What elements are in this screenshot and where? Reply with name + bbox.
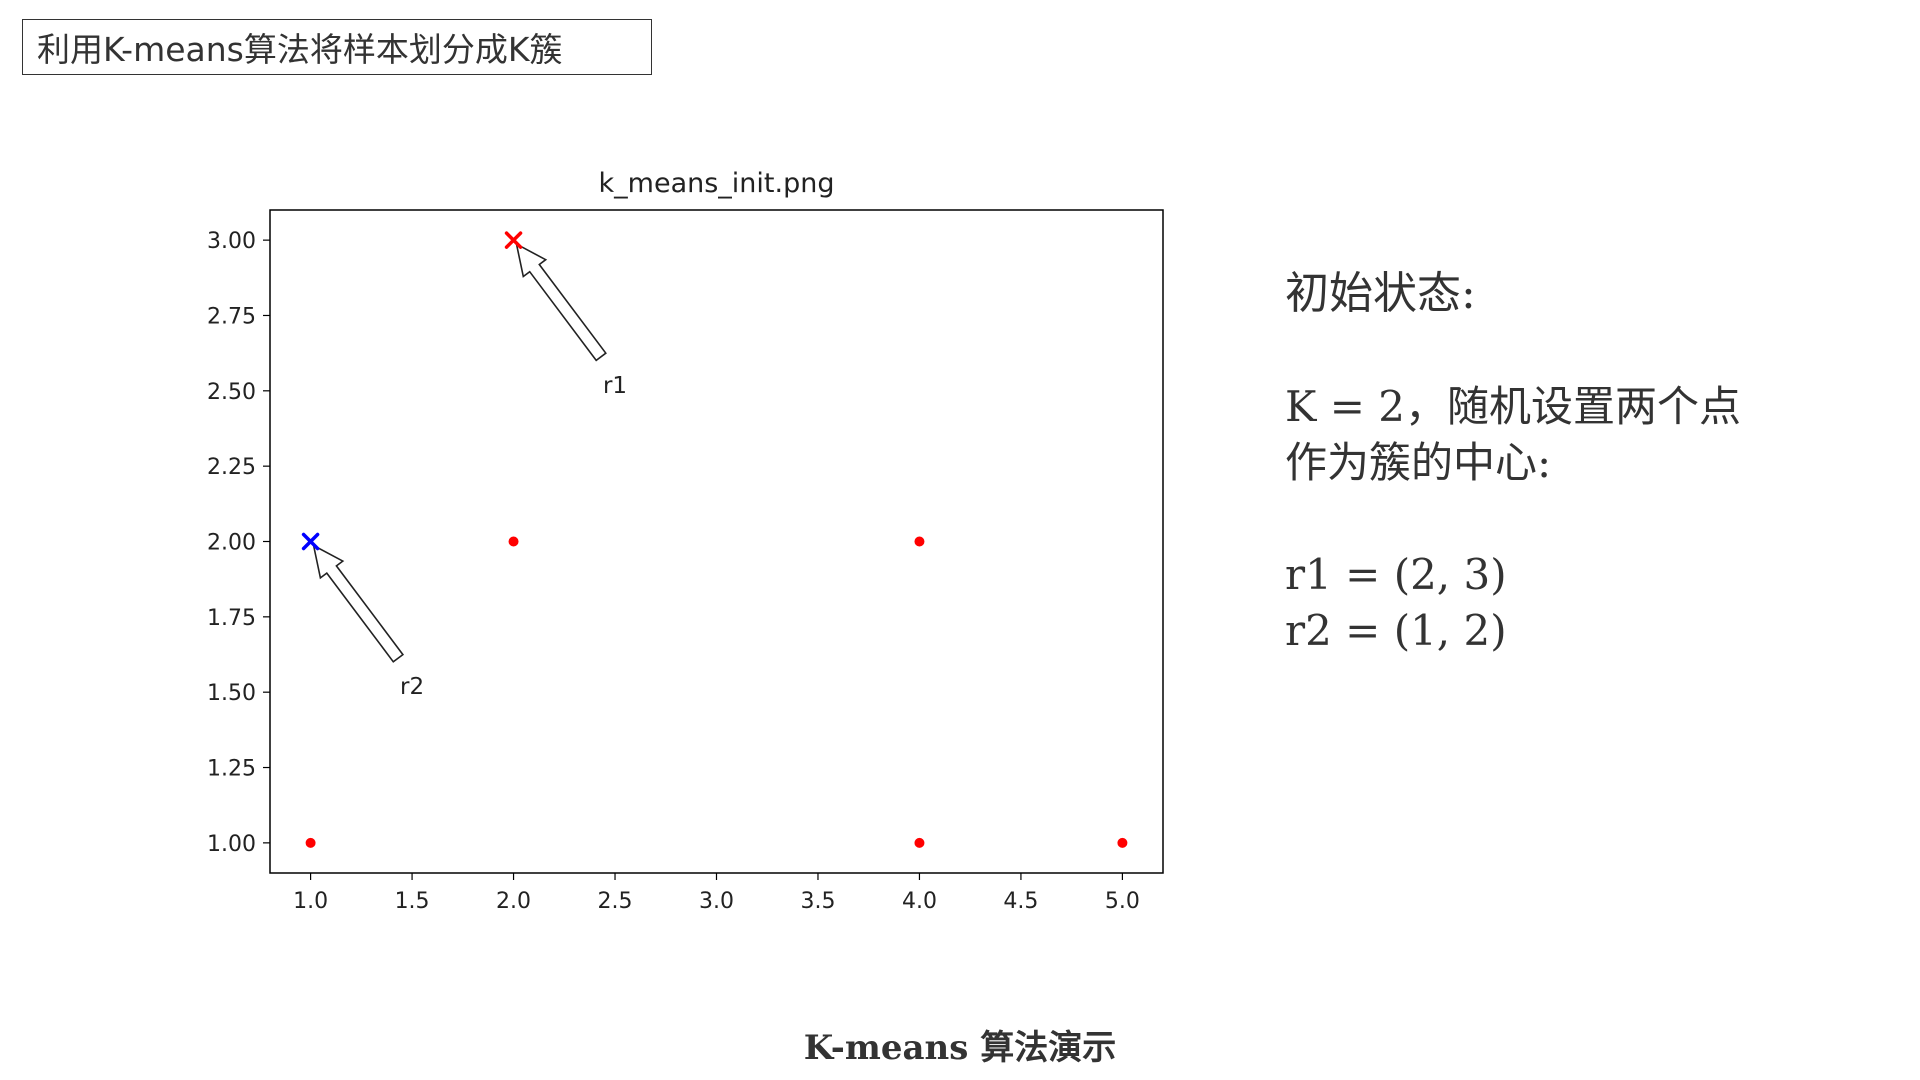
slide-title: 利用K-means算法将样本划分成K簇 [22, 19, 652, 75]
annotations: r1 r2 [312, 242, 627, 700]
data-points [305, 536, 1128, 848]
x-tick-label: 1.5 [395, 889, 430, 914]
centroid-markers [301, 231, 523, 551]
explanation-panel: 初始状态: K = 2，随机设置两个点 作为簇的中心: r1 = (2, 3) … [1285, 265, 1885, 659]
y-tick-label: 2.25 [207, 455, 256, 480]
y-tick-label: 1.75 [207, 606, 256, 631]
x-tick-label: 3.0 [699, 889, 734, 914]
explanation-line-2: 作为簇的中心: [1285, 438, 1552, 487]
y-tick-label: 1.25 [207, 757, 256, 782]
x-tick-label: 2.5 [598, 889, 633, 914]
explanation-line-1: K = 2，随机设置两个点 [1285, 382, 1741, 431]
data-point [305, 837, 316, 848]
centroid-marker-1 [504, 231, 523, 249]
x-tick-label: 5.0 [1105, 889, 1140, 914]
x-tick-label: 4.0 [902, 889, 937, 914]
annotation-label-r1: r1 [603, 373, 627, 399]
plot-area-frame [269, 209, 1164, 874]
y-tick-label: 1.50 [207, 681, 256, 706]
data-point [914, 536, 925, 547]
y-tick-label: 2.75 [207, 304, 256, 329]
explanation-heading: 初始状态: [1285, 268, 1476, 319]
y-tick-label: 3.00 [207, 229, 256, 254]
y-axis: 1.00 1.25 1.50 1.75 2.00 2.25 2.50 2.75 3.00 [207, 229, 270, 857]
data-point [1117, 837, 1128, 848]
x-tick-label: 4.5 [1003, 889, 1038, 914]
annotation-label-r2: r2 [400, 674, 424, 700]
scatter-chart: k_means_init.png 1.0 1.5 2.0 2.5 3.0 3.5 4.0 4.… [160, 155, 1190, 935]
data-point [914, 837, 925, 848]
chart-canvas: k_means_init.png 1.0 1.5 2.0 2.5 3.0 3.5 4.0 4.… [207, 168, 1164, 914]
y-tick-label: 2.00 [207, 531, 256, 556]
centroid-r1-text: r1 = (2, 3) [1285, 550, 1507, 599]
y-tick-label: 1.00 [207, 832, 256, 857]
slide-caption: K-means 算法演示 [803, 1028, 1117, 1068]
x-tick-label: 1.0 [293, 889, 328, 914]
centroid-marker-2 [301, 532, 320, 551]
x-tick-label: 2.0 [496, 889, 531, 914]
x-tick-label: 3.5 [800, 889, 835, 914]
y-tick-label: 2.50 [207, 380, 256, 405]
annotation-arrow-r1 [515, 242, 607, 362]
data-point [508, 536, 519, 547]
x-axis: 1.0 1.5 2.0 2.5 3.0 3.5 4.0 4.5 5.0 [293, 873, 1140, 914]
annotation-arrow-r2 [312, 543, 405, 663]
chart-title: k_means_init.png [599, 168, 835, 199]
centroid-r2-text: r2 = (1, 2) [1285, 606, 1507, 655]
